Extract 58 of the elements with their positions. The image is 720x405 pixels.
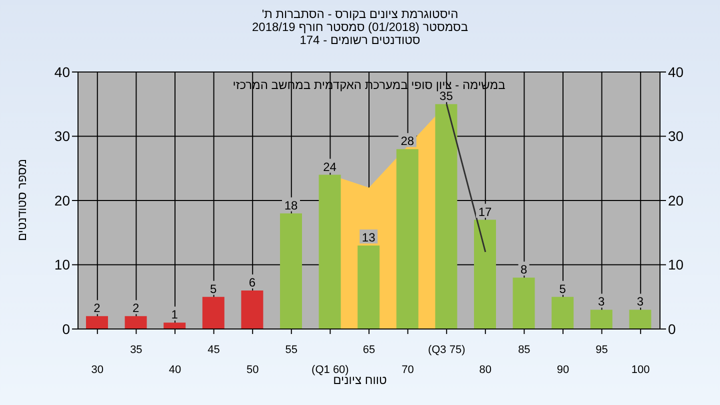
y-axis-title: מספר סטודנטים	[15, 158, 29, 242]
bar	[435, 104, 458, 329]
bar	[474, 220, 496, 329]
chart-subtitle: בסמסטר (01/2018) סמסטר חורף 2018/19 סטודנטים רשומים - 174	[250, 20, 470, 47]
x-tick-label: (Q1 60)	[312, 364, 349, 376]
data-label: 13	[362, 230, 376, 244]
data-label: 6	[248, 275, 256, 290]
y-tick-label: 10	[54, 256, 70, 273]
data-label: 1	[171, 308, 178, 322]
y-tick-label: 40	[54, 64, 70, 80]
data-label: 3	[598, 294, 606, 309]
bar	[512, 278, 535, 329]
x-tick-label: 40	[168, 364, 182, 376]
bar	[629, 310, 652, 329]
data-label: 8	[520, 262, 528, 277]
x-tick-label: 30	[91, 364, 104, 376]
data-label: 28	[400, 134, 414, 148]
bar	[396, 149, 418, 329]
bar	[241, 290, 264, 329]
data-label: 3	[636, 294, 644, 309]
bar	[358, 245, 380, 329]
x-tick-label: 80	[479, 364, 492, 376]
bar	[590, 310, 612, 329]
y2-tick-label: 10	[668, 256, 684, 273]
bar	[552, 296, 574, 329]
bar	[318, 174, 341, 329]
x-tick-label: 55	[285, 344, 298, 356]
x-tick-label: 100	[631, 364, 650, 376]
x-tick-label: 35	[130, 344, 142, 356]
data-label: 5	[210, 282, 218, 296]
x-tick-label: 85	[518, 344, 530, 356]
bar	[280, 213, 302, 329]
data-label: 17	[478, 204, 492, 219]
y-tick-label: 20	[54, 192, 70, 208]
data-label: 24	[323, 160, 337, 174]
bar	[86, 316, 108, 329]
y2-tick-label: 40	[668, 64, 684, 80]
x-tick-label: (Q3 75)	[428, 344, 466, 356]
data-label: 2	[94, 301, 101, 316]
bar	[164, 322, 186, 329]
x-tick-label: 50	[246, 364, 259, 376]
x-tick-label: 95	[596, 344, 608, 356]
x-tick-label: 90	[556, 364, 570, 376]
y2-tick-label: 30	[668, 128, 684, 144]
y-tick-label: 0	[62, 320, 70, 337]
y2-tick-label: 20	[668, 192, 684, 208]
x-tick-label: 65	[362, 344, 376, 356]
x-tick-label: 70	[402, 364, 414, 376]
y2-tick-label: 0	[668, 320, 676, 337]
data-label: 18	[284, 198, 298, 212]
x-tick-label: 45	[208, 344, 220, 356]
data-label: 35	[440, 89, 454, 104]
bar	[202, 296, 224, 329]
bar	[124, 316, 147, 329]
data-label: 2	[132, 301, 140, 316]
y-tick-label: 30	[54, 128, 70, 144]
data-label: 5	[559, 282, 566, 296]
chart-title: היסטוגרמת ציונים בקורס - הסתברות ת'	[260, 7, 460, 21]
